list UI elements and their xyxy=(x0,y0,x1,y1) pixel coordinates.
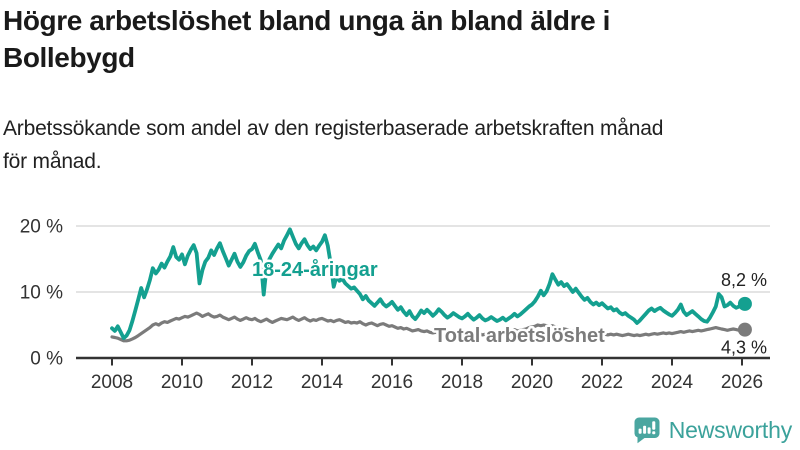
brand-name: Newsworthy xyxy=(668,416,792,443)
x-tick-label: 2026 xyxy=(721,372,763,393)
x-tick-label: 2020 xyxy=(511,372,553,393)
end-value-label-0: 8,2 % xyxy=(721,270,767,290)
x-tick-label: 2012 xyxy=(231,372,273,393)
end-value-label-1: 4,3 % xyxy=(721,338,767,358)
x-tick-label: 2016 xyxy=(371,372,413,393)
subtitle-line-2: för månad. xyxy=(3,150,102,173)
page-title: Högre arbetslöshet bland unga än bland ä… xyxy=(3,2,610,76)
series-annotation-0: 18-24-åringar xyxy=(252,258,378,281)
series-annotation-1: Total arbetslöshet xyxy=(434,325,605,347)
newsworthy-logo[interactable]: Newsworthy xyxy=(633,416,792,444)
title-line-1: Högre arbetslöshet bland unga än bland ä… xyxy=(3,5,611,36)
x-tick-label: 2018 xyxy=(441,372,483,393)
x-tick-label: 2022 xyxy=(581,372,623,393)
x-tick-label: 2008 xyxy=(91,372,133,393)
subtitle-line-1: Arbetssökande som andel av den registerb… xyxy=(3,117,664,140)
y-tick-label: 0 % xyxy=(30,349,63,370)
x-tick-label: 2014 xyxy=(301,372,344,393)
page-subtitle: Arbetssökande som andel av den registerb… xyxy=(3,112,663,178)
newsworthy-bubble-chart-icon xyxy=(634,417,660,444)
y-tick-label: 10 % xyxy=(20,283,63,304)
series-line-0 xyxy=(110,227,747,341)
series-line-1 xyxy=(110,311,747,343)
end-dot-1 xyxy=(737,322,752,337)
x-tick-label: 2010 xyxy=(161,372,203,393)
end-dot-0 xyxy=(737,296,752,311)
title-line-2: Bollebygd xyxy=(3,42,135,73)
y-tick-label: 20 % xyxy=(20,217,63,238)
x-tick-label: 2024 xyxy=(651,372,694,393)
